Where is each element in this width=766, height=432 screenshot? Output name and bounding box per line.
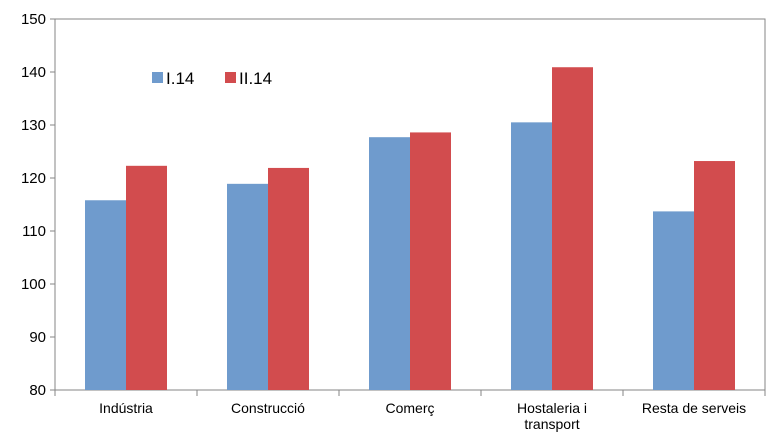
x-category-label: Hostaleria i bbox=[517, 400, 587, 416]
legend-label: I.14 bbox=[166, 69, 194, 88]
bar-i14 bbox=[227, 183, 268, 390]
y-tick-label: 110 bbox=[22, 223, 46, 240]
bar-ii14 bbox=[552, 67, 593, 390]
bar-i14 bbox=[369, 137, 410, 390]
bar-i14 bbox=[85, 200, 126, 390]
x-category-label: Indústria bbox=[99, 400, 153, 416]
legend-swatch bbox=[152, 72, 163, 83]
bars bbox=[85, 67, 735, 391]
bar-i14 bbox=[511, 122, 552, 390]
bar-i14 bbox=[653, 211, 694, 390]
x-category-label: transport bbox=[524, 416, 579, 432]
bar-ii14 bbox=[410, 132, 451, 391]
legend-swatch bbox=[225, 72, 236, 83]
bar-ii14 bbox=[268, 167, 309, 390]
y-tick-label: 140 bbox=[21, 64, 46, 81]
x-category-label: Construcció bbox=[231, 400, 305, 416]
y-tick-label: 150 bbox=[21, 11, 46, 28]
y-tick-label: 80 bbox=[29, 382, 46, 399]
x-category-label: Comerç bbox=[385, 400, 434, 416]
x-axis: Indústria Construcció Comerç Hostaleria itr… bbox=[54, 390, 766, 432]
bar-ii14 bbox=[694, 161, 735, 390]
y-axis: 80 90 100 110 120 130 140 150 bbox=[21, 11, 55, 399]
y-tick-label: 120 bbox=[21, 170, 46, 187]
bar-ii14 bbox=[126, 165, 167, 390]
legend: I.14 II.14 bbox=[152, 69, 272, 88]
legend-label: II.14 bbox=[239, 69, 272, 88]
x-category-label: Resta de serveis bbox=[642, 400, 746, 416]
y-tick-label: 100 bbox=[21, 276, 46, 293]
y-tick-label: 90 bbox=[29, 329, 46, 346]
y-tick-label: 130 bbox=[21, 117, 46, 134]
